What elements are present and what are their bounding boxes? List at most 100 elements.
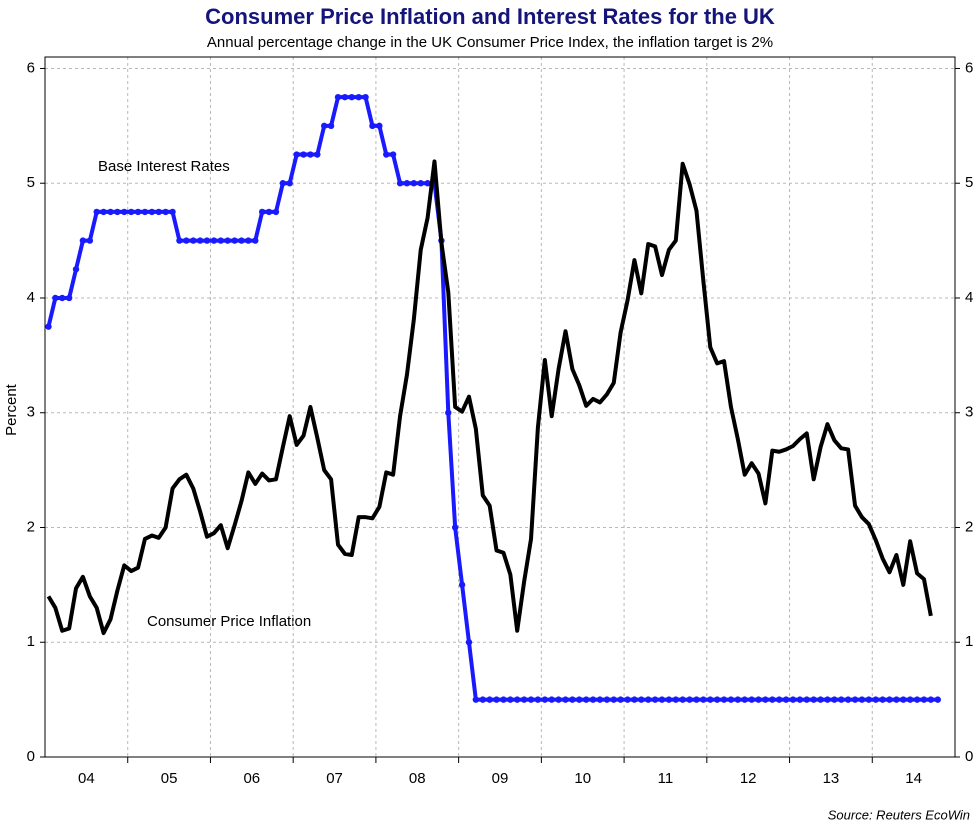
y-tick-label: 6 — [27, 59, 35, 76]
marker — [541, 696, 549, 703]
marker — [327, 122, 335, 130]
marker — [472, 696, 480, 703]
marker — [727, 696, 735, 703]
marker — [700, 696, 707, 703]
marker — [114, 208, 121, 216]
y2-tick-label: 5 — [965, 174, 973, 191]
x-tick-label: 08 — [409, 770, 426, 787]
marker — [583, 696, 590, 703]
marker — [100, 208, 107, 216]
marker — [610, 696, 617, 703]
marker — [507, 696, 514, 703]
y-tick-label: 3 — [27, 404, 35, 421]
marker — [741, 696, 748, 703]
marker — [844, 696, 852, 703]
marker — [569, 696, 576, 703]
marker — [562, 696, 569, 703]
marker — [383, 151, 390, 158]
marker — [389, 151, 397, 158]
marker — [755, 696, 762, 703]
marker — [396, 180, 404, 187]
marker — [107, 208, 114, 216]
marker — [190, 237, 197, 244]
x-tick-label: 05 — [161, 770, 178, 787]
marker — [128, 208, 135, 216]
marker — [72, 266, 80, 273]
marker — [851, 696, 859, 703]
y-tick-label: 0 — [27, 748, 35, 765]
marker — [493, 696, 500, 703]
marker — [52, 294, 59, 302]
x-tick-label: 09 — [492, 770, 509, 787]
x-tick-label: 14 — [905, 770, 922, 787]
marker — [417, 180, 424, 187]
marker — [645, 696, 652, 703]
marker — [720, 696, 728, 703]
marker — [231, 237, 238, 244]
marker — [886, 696, 893, 703]
x-tick-label: 06 — [243, 770, 260, 787]
marker — [245, 237, 252, 244]
x-tick-label: 04 — [78, 770, 95, 787]
y-tick-label: 4 — [27, 289, 35, 306]
marker — [148, 208, 156, 216]
marker — [810, 696, 817, 703]
plot-frame — [44, 56, 956, 758]
marker — [665, 696, 673, 703]
x-tick-label: 11 — [658, 770, 674, 787]
marker — [679, 696, 686, 703]
marker — [334, 93, 342, 101]
marker — [624, 696, 631, 703]
marker — [534, 696, 542, 703]
y2-tick-label: 6 — [965, 59, 973, 76]
marker — [155, 208, 162, 216]
y-tick-label: 1 — [27, 633, 35, 650]
marker — [265, 208, 273, 216]
marker — [300, 151, 307, 158]
marker — [865, 696, 872, 703]
marker — [203, 237, 211, 244]
marker — [479, 696, 486, 703]
marker — [196, 237, 204, 244]
marker — [920, 696, 928, 703]
marker — [272, 208, 280, 216]
marker — [631, 696, 638, 703]
marker — [355, 93, 362, 101]
marker — [486, 696, 493, 703]
marker — [548, 696, 555, 703]
marker — [45, 323, 52, 330]
marker — [500, 696, 507, 703]
marker — [769, 696, 776, 703]
marker — [803, 696, 810, 703]
marker — [86, 237, 94, 244]
marker — [617, 696, 624, 703]
marker — [748, 696, 755, 703]
y2-tick-label: 4 — [965, 289, 973, 306]
marker — [362, 93, 369, 101]
marker — [776, 696, 783, 703]
marker — [555, 696, 562, 703]
marker — [341, 93, 349, 101]
annotation: Base Interest Rates — [98, 158, 230, 175]
marker — [596, 696, 604, 703]
marker — [314, 151, 321, 158]
marker — [410, 180, 417, 187]
marker — [93, 208, 100, 216]
marker — [176, 237, 183, 244]
marker — [713, 696, 721, 703]
marker — [293, 151, 300, 158]
y-tick-label: 5 — [27, 174, 35, 191]
marker — [134, 208, 142, 216]
marker — [831, 696, 838, 703]
marker — [424, 180, 431, 187]
marker — [651, 696, 659, 703]
chart-title: Consumer Price Inflation and Interest Ra… — [205, 4, 775, 29]
marker — [79, 237, 87, 244]
marker — [162, 208, 169, 216]
marker — [603, 696, 611, 703]
marker — [906, 696, 914, 703]
marker — [934, 696, 941, 703]
marker — [286, 180, 293, 187]
marker — [672, 696, 679, 703]
